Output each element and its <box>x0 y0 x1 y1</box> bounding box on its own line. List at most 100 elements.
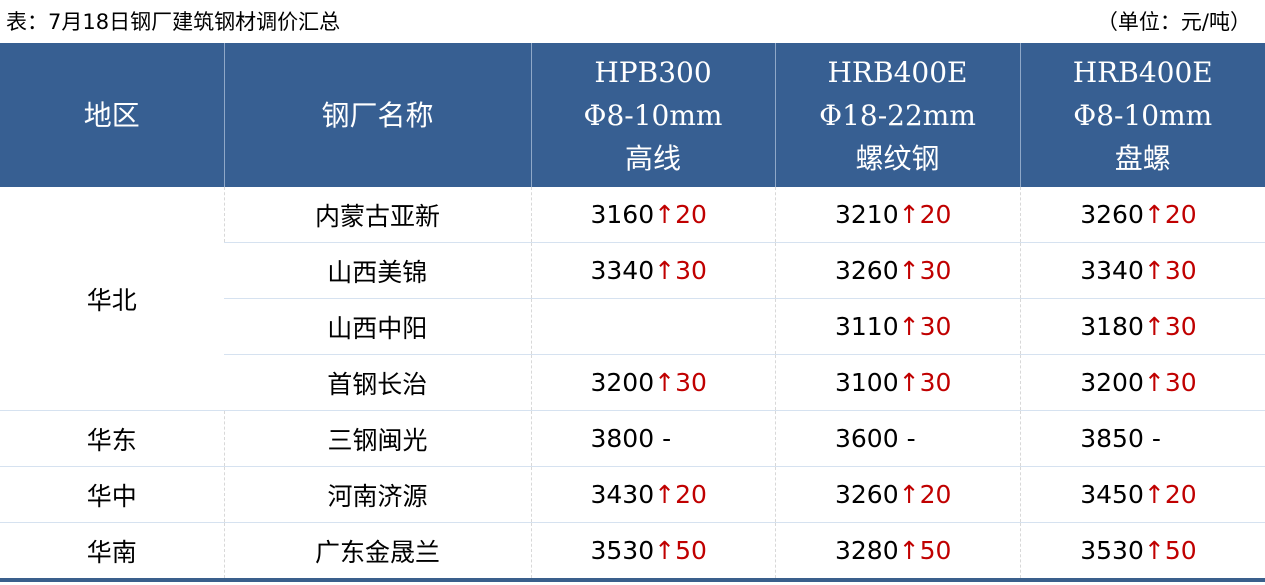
mill-cell: 山西美锦 <box>224 242 531 299</box>
header-line: Φ18-22mm <box>819 98 976 132</box>
price-cell: 3110↑30 <box>774 298 1020 355</box>
price-value: 3180 <box>1080 312 1144 341</box>
header-line: 高线 <box>624 141 681 175</box>
price-wrap: 3200↑30 <box>1080 368 1205 397</box>
header-line: HRB400E <box>1072 55 1213 89</box>
mill-cell: 山西中阳 <box>224 298 531 355</box>
column-header: HRB400E Φ8-10mm 盘螺 <box>1019 43 1265 187</box>
price-wrap: 3210↑20 <box>835 200 960 229</box>
header-line: 螺纹钢 <box>855 141 940 175</box>
table-row: 山西中阳 3110↑30 3180↑30 <box>0 298 1265 355</box>
price-value: 3530 <box>590 536 655 565</box>
price-value: 3850 - <box>1080 424 1161 453</box>
table-row: 首钢长治 3200↑30 3100↑30 3200↑30 <box>0 354 1265 411</box>
price-cell: 3600 - <box>774 410 1020 467</box>
price-cell: 3100↑30 <box>774 354 1020 411</box>
price-wrap: 3100↑30 <box>835 368 960 397</box>
table-row: 华南 广东金晟兰 3530↑50 3280↑50 3530↑50 <box>0 522 1265 581</box>
header-line: HPB300 <box>594 55 712 89</box>
price-value: 3100 <box>835 368 899 397</box>
price-cell: 3160↑20 <box>530 187 775 243</box>
price-change: ↑50 <box>898 536 952 565</box>
price-wrap: 3180↑30 <box>1080 312 1205 341</box>
region-cell: 华东 <box>0 410 224 467</box>
price-cell: 3180↑30 <box>1019 298 1265 355</box>
unit-label: （单位：元/吨） <box>1096 10 1251 34</box>
price-cell: 3200↑30 <box>1019 354 1265 411</box>
header-line: 盘螺 <box>1114 141 1171 175</box>
price-change: ↑50 <box>654 536 707 565</box>
price-cell: 3260↑30 <box>774 242 1020 299</box>
header-line: Φ8-10mm <box>583 98 723 132</box>
price-wrap: 3110↑30 <box>835 312 960 341</box>
price-cell: 3850 - <box>1019 410 1265 467</box>
mill-cell: 内蒙古亚新 <box>223 187 531 243</box>
price-value: 3110 <box>835 312 899 341</box>
price-change: ↑30 <box>654 256 707 285</box>
price-change: ↑30 <box>1143 368 1197 397</box>
price-change: ↑20 <box>654 480 707 509</box>
price-value: 3200 <box>590 368 655 397</box>
mill-cell: 广东金晟兰 <box>223 522 531 581</box>
price-value: 3340 <box>1080 256 1144 285</box>
region-cell: 华中 <box>0 466 224 523</box>
price-change: ↑20 <box>898 200 952 229</box>
price-change: ↑30 <box>654 368 707 397</box>
price-wrap: 3530↑50 <box>1080 536 1205 565</box>
price-cell: 3200↑30 <box>530 354 775 411</box>
price-wrap: 3800 - <box>591 424 716 453</box>
price-wrap: 3450↑20 <box>1080 480 1205 509</box>
price-cell: 3210↑20 <box>774 187 1020 243</box>
price-change: ↑50 <box>1143 536 1197 565</box>
table-row: 山西美锦 3340↑30 3260↑30 3340↑30 <box>0 242 1265 299</box>
price-cell: 3530↑50 <box>1019 522 1265 581</box>
price-cell: 3450↑20 <box>1019 466 1265 523</box>
column-header: HPB300 Φ8-10mm 高线 <box>530 43 775 187</box>
price-wrap: 3160↑20 <box>591 200 716 229</box>
price-value: 3200 <box>1080 368 1144 397</box>
header-line: 地区 <box>83 98 140 132</box>
price-change: ↑30 <box>898 312 952 341</box>
price-wrap: 3260↑30 <box>835 256 960 285</box>
price-change: ↑30 <box>898 368 952 397</box>
price-change: ↑20 <box>1143 200 1197 229</box>
price-cell: 3800 - <box>530 410 775 467</box>
price-cell: 3280↑50 <box>774 522 1020 581</box>
price-change: ↑30 <box>1143 256 1197 285</box>
price-change: ↑20 <box>1143 480 1197 509</box>
price-value: 3800 - <box>590 424 672 453</box>
price-change: ↑30 <box>1143 312 1197 341</box>
price-cell: 3340↑30 <box>530 242 775 299</box>
price-cell: 3530↑50 <box>530 522 775 581</box>
column-header: HRB400E Φ18-22mm 螺纹钢 <box>774 43 1020 187</box>
price-value: 3260 <box>835 480 899 509</box>
price-cell: 3430↑20 <box>530 466 775 523</box>
price-wrap: 3530↑50 <box>591 536 716 565</box>
price-wrap: 3280↑50 <box>835 536 960 565</box>
price-value: 3160 <box>590 200 655 229</box>
price-cell: 3260↑20 <box>774 466 1020 523</box>
price-wrap: 3260↑20 <box>1080 200 1205 229</box>
column-header: 地区 <box>0 43 224 187</box>
price-table: 地区 钢厂名称 HPB300 Φ8-10mm 高线 HRB400E Φ18-22mm 螺纹钢 H… <box>0 43 1265 582</box>
price-value: 3530 <box>1080 536 1144 565</box>
price-value: 3260 <box>835 256 899 285</box>
price-wrap: 3340↑30 <box>591 256 716 285</box>
price-change: ↑30 <box>898 256 952 285</box>
price-value: 3280 <box>835 536 899 565</box>
price-cell <box>530 298 775 355</box>
mill-cell: 河南济源 <box>223 466 531 523</box>
table-caption: 表：7月18日钢厂建筑钢材调价汇总 <box>6 10 341 34</box>
price-wrap: 3600 - <box>835 424 960 453</box>
header-line: HRB400E <box>827 55 968 89</box>
price-wrap: 3850 - <box>1080 424 1205 453</box>
price-value: 3600 - <box>835 424 916 453</box>
region-cell: 华北 <box>0 187 224 411</box>
price-value: 3430 <box>590 480 655 509</box>
header-line: 钢厂名称 <box>321 98 434 132</box>
table-row: 华北 内蒙古亚新 3160↑20 3210↑20 3260↑20 <box>0 187 1265 411</box>
price-change: ↑20 <box>898 480 952 509</box>
table-row: 华东 三钢闽光 3800 - 3600 - 3850 - <box>0 410 1265 467</box>
table-row: 华中 河南济源 3430↑20 3260↑20 3450↑20 <box>0 466 1265 523</box>
column-header: 钢厂名称 <box>223 43 531 187</box>
